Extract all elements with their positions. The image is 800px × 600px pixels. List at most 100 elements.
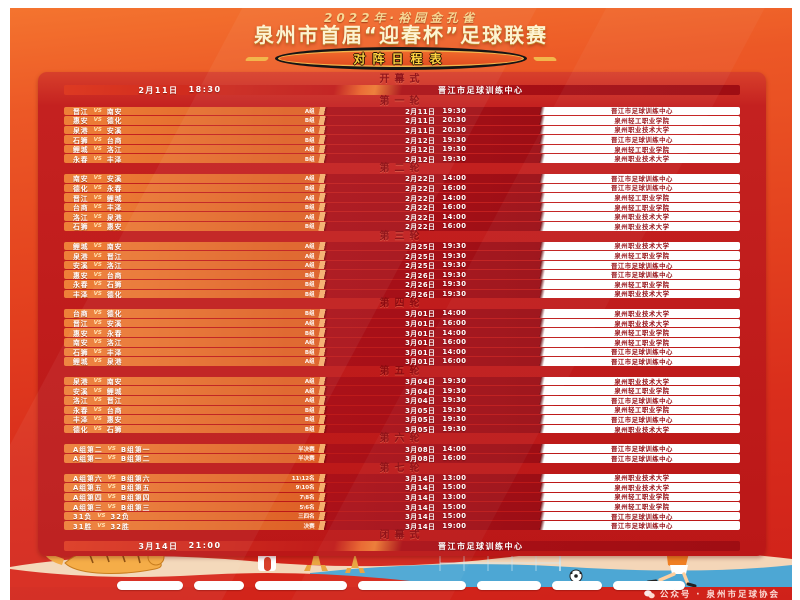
- group-tag: B组: [304, 427, 315, 434]
- schedule-badge-label: 对阵日程表: [353, 52, 449, 66]
- match-venue: 泉州轻工职业学院: [614, 252, 670, 260]
- match-venue: 晋江市足球训练中心: [610, 522, 673, 531]
- group-tag: A组: [304, 127, 315, 134]
- match-row: 德化 VS 石狮 B组 3月05日 19:30 泉州职业技术大学: [64, 424, 740, 434]
- home-team: 惠安: [73, 271, 89, 279]
- match-row: 31负 VS 32负 三四名 3月14日 15:00 晋江市足球训练中心: [64, 511, 740, 521]
- teams-segment: 泉港 VS 安溪 A组: [64, 126, 328, 134]
- teams-segment: A组第一 VS B组第二 半决赛: [64, 454, 328, 463]
- home-team: 晋江: [73, 320, 89, 328]
- match-row: A组第一 VS B组第二 半决赛 3月08日 16:00 晋江市足球训练中心: [64, 453, 740, 463]
- away-team: B组第五: [120, 484, 151, 492]
- venue-segment: 泉州轻工职业学院: [544, 328, 740, 337]
- match-row: A组第三 VS B组第三 5\6名 3月14日 15:00 泉州轻工职业学院: [64, 502, 740, 511]
- teams-segment: A组第四 VS B组第四 7\8名: [64, 493, 328, 501]
- group-tag: A组: [304, 195, 315, 202]
- venue-segment: 晋江市足球训练中心: [544, 135, 740, 144]
- match-time: 14:00: [442, 309, 467, 318]
- match-time: 20:30: [442, 116, 467, 125]
- venue-segment: 晋江市足球训练中心: [544, 521, 740, 530]
- match-venue: 泉州轻工职业学院: [614, 406, 670, 415]
- venue-segment: 晋江市足球训练中心: [544, 454, 740, 463]
- away-team: 石狮: [106, 426, 123, 434]
- match-time: 19:30: [442, 386, 467, 395]
- venue-segment: 晋江市足球训练中心: [544, 174, 740, 183]
- match-venue: 泉州轻工职业学院: [614, 203, 670, 212]
- match-time: 20:30: [442, 125, 467, 134]
- ceremony-venue: 晋江市足球训练中心: [438, 541, 524, 551]
- venue-segment: 泉州职业技术大学: [544, 290, 740, 298]
- match-date: 3月01日: [405, 329, 436, 337]
- venue-segment: 泉州轻工职业学院: [544, 338, 740, 347]
- match-date: 3月14日: [405, 522, 436, 531]
- home-team: 南安: [73, 339, 89, 347]
- teams-segment: 德化 VS 永春 B组: [64, 184, 328, 192]
- group-tag: 9\10名: [295, 485, 315, 492]
- datetime-segment: 3月05日 19:30: [328, 425, 544, 433]
- teams-segment: 惠安 VS 台商 B组: [64, 270, 328, 279]
- vs-label: VS: [93, 184, 102, 191]
- teams-segment: 晋江 VS 南安 A组: [64, 107, 328, 115]
- venue-segment: 泉州轻工职业学院: [544, 203, 740, 212]
- away-team: 永春: [106, 329, 123, 337]
- match-date: 2月22日: [405, 213, 436, 222]
- match-row: 丰泽 VS 惠安 B组 3月05日 19:30 晋江市足球训练中心: [64, 415, 740, 424]
- home-team: 安溪: [73, 262, 89, 270]
- venue-segment: 泉州轻工职业学院: [544, 251, 740, 260]
- match-date: 2月11日: [405, 117, 436, 125]
- match-date: 2月22日: [405, 223, 436, 231]
- vs-label: VS: [93, 387, 102, 394]
- match-time: 14:00: [442, 212, 467, 221]
- datetime-segment: 3月14日 15:00: [328, 483, 544, 492]
- match-venue: 晋江市足球训练中心: [610, 348, 673, 357]
- match-venue: 泉州职业技术大学: [614, 377, 670, 386]
- match-venue: 泉州职业技术大学: [614, 242, 670, 251]
- teams-segment: 鲤城 VS 泉港 A组: [64, 357, 328, 365]
- away-team: B组第二: [120, 455, 151, 463]
- group-tag: A组: [304, 176, 315, 183]
- match-date: 2月11日: [405, 126, 436, 135]
- match-row: 安溪 VS 洛江 A组 2月25日 19:30 晋江市足球训练中心: [64, 260, 740, 270]
- footer-artwork: [10, 533, 792, 587]
- vs-label: VS: [93, 358, 102, 365]
- match-venue: 泉州轻工职业学院: [614, 145, 670, 154]
- ceremony-date: 2月11日: [138, 85, 179, 95]
- match-row: 台商 VS 丰泽 B组 2月22日 16:00 泉州轻工职业学院: [64, 202, 740, 212]
- datetime-segment: 3月01日 14:00: [328, 309, 544, 318]
- venue-segment: 泉州轻工职业学院: [544, 386, 740, 395]
- venue-segment: 泉州职业技术大学: [544, 319, 740, 328]
- teams-segment: A组第三 VS B组第三 5\6名: [64, 502, 328, 511]
- match-row: A组第四 VS B组第四 7\8名 3月14日 13:00 泉州轻工职业学院: [64, 492, 740, 502]
- vs-label: VS: [93, 252, 102, 259]
- datetime-segment: 2月22日 14:00: [328, 193, 544, 202]
- match-time: 16:00: [442, 319, 467, 328]
- teams-segment: 德化 VS 石狮 B组: [64, 425, 328, 434]
- datetime-segment: 3月08日 16:00: [328, 454, 544, 462]
- teams-segment: 鲤城 VS 洛江 A组: [64, 145, 328, 153]
- vs-label: VS: [107, 474, 116, 481]
- vs-label: VS: [93, 146, 102, 153]
- match-date: 3月14日: [405, 484, 436, 492]
- teams-segment: 石狮 VS 惠安 B组: [64, 222, 328, 230]
- datetime-segment: 2月25日 19:30: [328, 261, 544, 269]
- match-row: 鲤城 VS 洛江 A组 2月12日 19:30 泉州轻工职业学院: [64, 144, 740, 154]
- vs-label: VS: [93, 348, 102, 355]
- match-date: 2月22日: [405, 175, 436, 183]
- match-venue: 晋江市足球训练中心: [610, 445, 673, 453]
- vs-label: VS: [107, 445, 116, 452]
- vs-label: VS: [97, 513, 106, 520]
- sponsor-logo: [552, 581, 602, 590]
- match-venue: 泉州职业技术大学: [614, 222, 670, 231]
- group-tag: B组: [304, 118, 315, 125]
- ceremony-bar: 2月11日 18:30 晋江市足球训练中心: [64, 85, 740, 95]
- section-heading: 闭幕式: [379, 530, 425, 542]
- match-date: 2月12日: [405, 155, 436, 164]
- match-venue: 泉州职业技术大学: [614, 319, 670, 328]
- match-row: 晋江 VS 鲤城 A组 2月22日 14:00 泉州轻工职业学院: [64, 193, 740, 202]
- vs-label: VS: [107, 493, 116, 500]
- venue-segment: 泉州职业技术大学: [544, 242, 740, 251]
- poster-header: 2022年·裕园金孔雀 泉州市首届“迎春杯”足球联赛 对阵日程表: [10, 8, 792, 70]
- datetime-segment: 2月26日 19:30: [328, 280, 544, 288]
- match-row: 洛江 VS 泉港 A组 2月22日 14:00 泉州职业技术大学: [64, 212, 740, 222]
- teams-segment: 南安 VS 安溪 A组: [64, 174, 328, 183]
